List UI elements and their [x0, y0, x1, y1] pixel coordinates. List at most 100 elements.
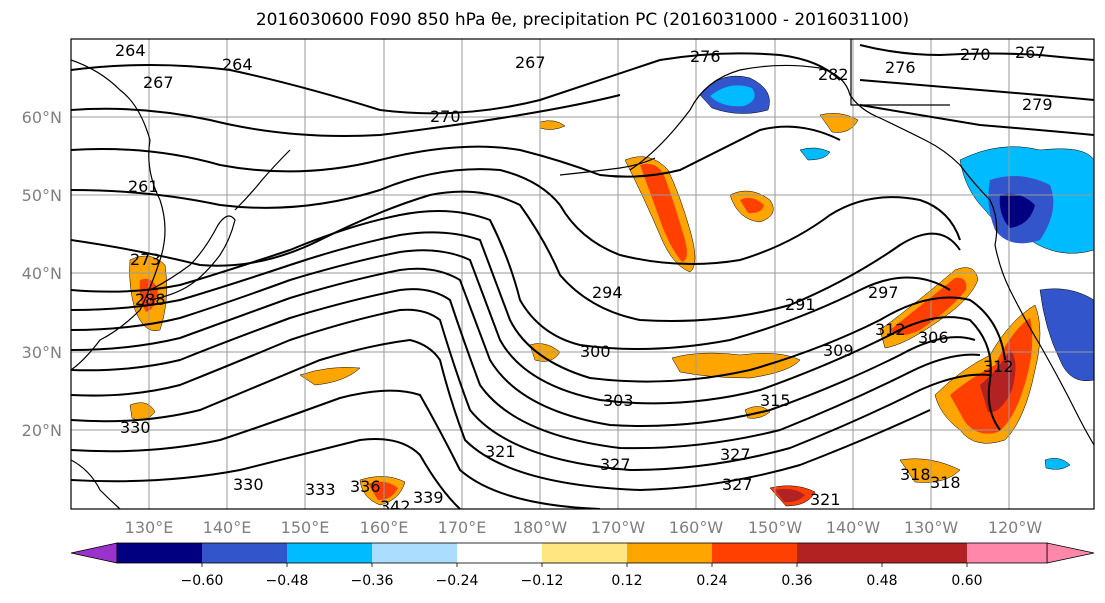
canada-border	[850, 39, 950, 106]
precip-positive-area	[740, 197, 764, 214]
contour-value-label: 330	[120, 418, 151, 437]
asia-coastline	[71, 59, 166, 371]
chart-title: 2016030600 F090 850 hPa θe, precipitatio…	[255, 10, 910, 30]
contour-value-label: 321	[810, 490, 841, 509]
lat-tick-label: 40°N	[22, 264, 62, 283]
colorbar-right-extend	[1046, 542, 1095, 564]
contour-value-label: 321	[485, 442, 516, 461]
precip-shading	[129, 75, 1094, 507]
contour-line	[71, 210, 951, 350]
philippines-coastline	[71, 459, 121, 509]
colorbar-tick-label: 0.36	[781, 573, 812, 589]
contour-value-label: 333	[305, 480, 336, 499]
colorbar-segment	[712, 543, 797, 563]
precip-positive-area	[640, 163, 687, 262]
lat-tick-label: 30°N	[22, 343, 62, 362]
contour-value-label: 282	[818, 65, 849, 84]
contour-value-label: 327	[720, 445, 751, 464]
contour-value-label: 270	[430, 107, 461, 126]
precip-positive-area	[890, 277, 967, 335]
contour-line	[71, 308, 991, 472]
contour-line	[71, 94, 621, 137]
precip-positive-area	[819, 113, 859, 133]
theta-e-contours	[71, 44, 1094, 509]
contour-value-label: 327	[722, 475, 753, 494]
contour-value-label: 312	[875, 320, 906, 339]
precip-positive-area	[299, 367, 361, 386]
kuril-islands	[234, 149, 291, 211]
colorbar-frame	[116, 542, 1048, 564]
lat-tick-label: 50°N	[22, 186, 62, 205]
contour-value-label: 300	[580, 342, 611, 361]
colorbar-tick-label: −0.48	[266, 573, 309, 589]
precip-negative-area	[710, 85, 755, 107]
colorbar-segment	[797, 543, 882, 563]
contour-line	[71, 338, 931, 492]
contour-value-label: 330	[233, 475, 264, 494]
colorbar-tick-label: 0.48	[866, 573, 897, 589]
lat-tick-label: 20°N	[22, 421, 62, 440]
contour-value-label: 261	[128, 177, 159, 196]
colorbar-segment	[202, 543, 287, 563]
map-content: 264 264 267 267 270 270 267 276 282 276 …	[71, 39, 1094, 516]
colorbar-tick-label: −0.36	[351, 573, 394, 589]
colorbar-tick-labels: −0.60 −0.48 −0.36 −0.24 −0.12 0.12 0.24 …	[181, 573, 983, 589]
map-frame	[70, 38, 1095, 510]
colorbar-segment	[457, 543, 542, 563]
contour-value-label: 306	[918, 328, 949, 347]
longitude-labels: 130°E 140°E 150°E 160°E 170°E 180°W 170°…	[125, 518, 1043, 537]
contour-value-label: 264	[222, 55, 253, 74]
contour-value-label: 273	[130, 250, 161, 269]
colorbar-segment	[117, 543, 202, 563]
lon-tick-label: 160°E	[360, 518, 409, 537]
colorbar-tick-label: 0.12	[611, 573, 642, 589]
contour-line	[71, 267, 976, 427]
lon-tick-label: 170°E	[438, 518, 487, 537]
contour-line	[71, 125, 841, 178]
contour-value-label: 276	[690, 47, 721, 66]
colorbar: −0.60 −0.48 −0.36 −0.24 −0.12 0.12 0.24 …	[70, 542, 1095, 589]
precip-positive-area	[899, 458, 961, 483]
lon-tick-label: 150°W	[748, 518, 803, 537]
contour-value-label: 267	[1015, 43, 1046, 62]
precip-negative-area	[1044, 458, 1071, 470]
contour-value-label: 315	[760, 391, 791, 410]
colorbar-tick-label: 0.60	[951, 573, 982, 589]
contour-value-labels: 264 264 267 267 270 270 267 276 282 276 …	[115, 41, 1053, 516]
colorbar-segment	[882, 543, 967, 563]
contour-value-label: 291	[785, 295, 816, 314]
contour-line	[859, 104, 1094, 136]
contour-value-label: 342	[380, 497, 411, 516]
colorbar-segment	[287, 543, 372, 563]
lat-tick-label: 60°N	[22, 108, 62, 127]
contour-line	[71, 389, 601, 509]
lon-tick-label: 130°E	[125, 518, 174, 537]
aleutian-islands	[559, 157, 656, 176]
contour-value-label: 294	[592, 283, 623, 302]
precip-positive-area	[368, 481, 398, 500]
contour-line	[859, 79, 1094, 101]
contour-line	[71, 288, 981, 450]
contour-line	[71, 168, 961, 265]
contour-line	[71, 190, 961, 322]
contour-line	[71, 52, 841, 115]
colorbar-tick-label: −0.12	[521, 573, 564, 589]
contour-value-label: 297	[868, 283, 899, 302]
contour-line	[71, 231, 1006, 383]
colorbar-segment	[372, 543, 457, 563]
precip-negative-area	[1039, 288, 1094, 382]
lon-tick-label: 140°W	[826, 518, 881, 537]
colorbar-left-extend	[70, 542, 118, 564]
contour-value-label: 276	[885, 58, 916, 77]
colorbar-tick-label: 0.24	[696, 573, 727, 589]
contour-value-label: 327	[600, 455, 631, 474]
coastlines	[71, 39, 1094, 509]
colorbar-segment	[627, 543, 712, 563]
colorbar-tick-label: −0.24	[436, 573, 479, 589]
north-america-coastline	[629, 64, 1094, 446]
lon-tick-label: 120°W	[988, 518, 1043, 537]
contour-value-label: 264	[115, 41, 146, 60]
contour-value-label: 270	[960, 45, 991, 64]
contour-value-label: 279	[1022, 95, 1053, 114]
contour-value-label: 303	[603, 391, 634, 410]
